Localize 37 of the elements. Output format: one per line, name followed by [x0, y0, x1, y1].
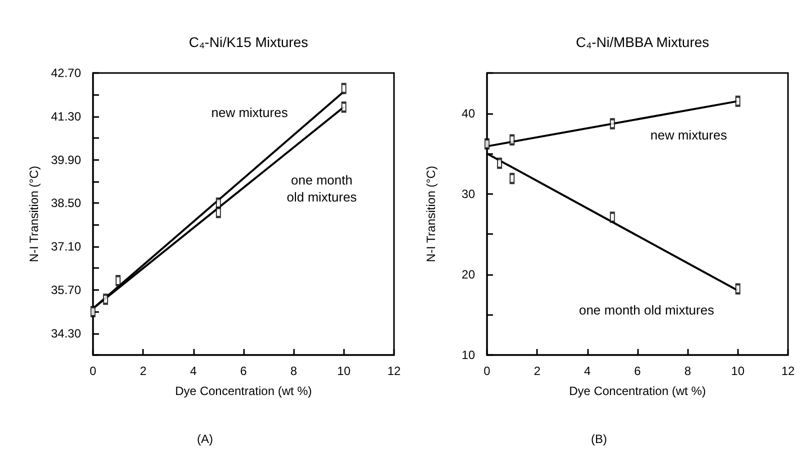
y-tick-label: 37.10 — [50, 240, 82, 254]
x-tick-label: 4 — [584, 364, 591, 378]
y-tick-label: 34.30 — [50, 326, 82, 340]
text: (B) — [591, 432, 607, 446]
x-tick-label: 10 — [731, 364, 745, 378]
x-tick-label: 2 — [140, 364, 147, 378]
x-axis-title: Dye Concentration (wt %) — [175, 384, 312, 398]
text: (A) — [197, 432, 213, 446]
x-tick-label: 12 — [781, 364, 795, 378]
x-axis-title: Dye Concentration (wt %) — [569, 384, 706, 398]
chart-title: C₄-Ni/K15 Mixtures — [188, 34, 308, 50]
annotation: new mixtures — [650, 128, 728, 143]
y-tick-label: 41.30 — [50, 109, 82, 124]
y-tick-label: 38.50 — [50, 196, 82, 210]
y-tick-label: 20 — [462, 267, 476, 282]
x-tick-label: 8 — [290, 364, 298, 378]
y-tick-label: 10 — [462, 348, 476, 362]
y-tick-label: 40 — [462, 106, 476, 120]
x-tick-label: 6 — [634, 364, 642, 378]
annotation: one month old mixtures — [578, 302, 715, 318]
annotation: new mixtures — [211, 104, 288, 120]
annotation: one month old mixtures — [286, 172, 358, 205]
y-tick-label: 39.90 — [50, 152, 82, 167]
x-tick-label: 10 — [337, 364, 351, 378]
y-tick-label: 42.70 — [50, 66, 82, 80]
y-axis-title: N-I Transition (°C) — [27, 166, 42, 262]
y-axis-title: N-I Transition (°C) — [424, 166, 438, 262]
x-tick-label: 4 — [190, 364, 197, 378]
x-tick-label: 6 — [240, 364, 248, 378]
y-tick-label: 30 — [462, 186, 476, 201]
y-tick-label: 35.70 — [50, 282, 82, 297]
chart-title: C₄-Ni/MBBA Mixtures — [576, 34, 710, 50]
x-tick-label: 2 — [534, 364, 541, 378]
x-tick-label: 0 — [90, 364, 97, 378]
x-tick-label: 0 — [484, 364, 491, 378]
x-tick-label: 12 — [387, 364, 401, 378]
x-tick-label: 8 — [684, 364, 692, 378]
